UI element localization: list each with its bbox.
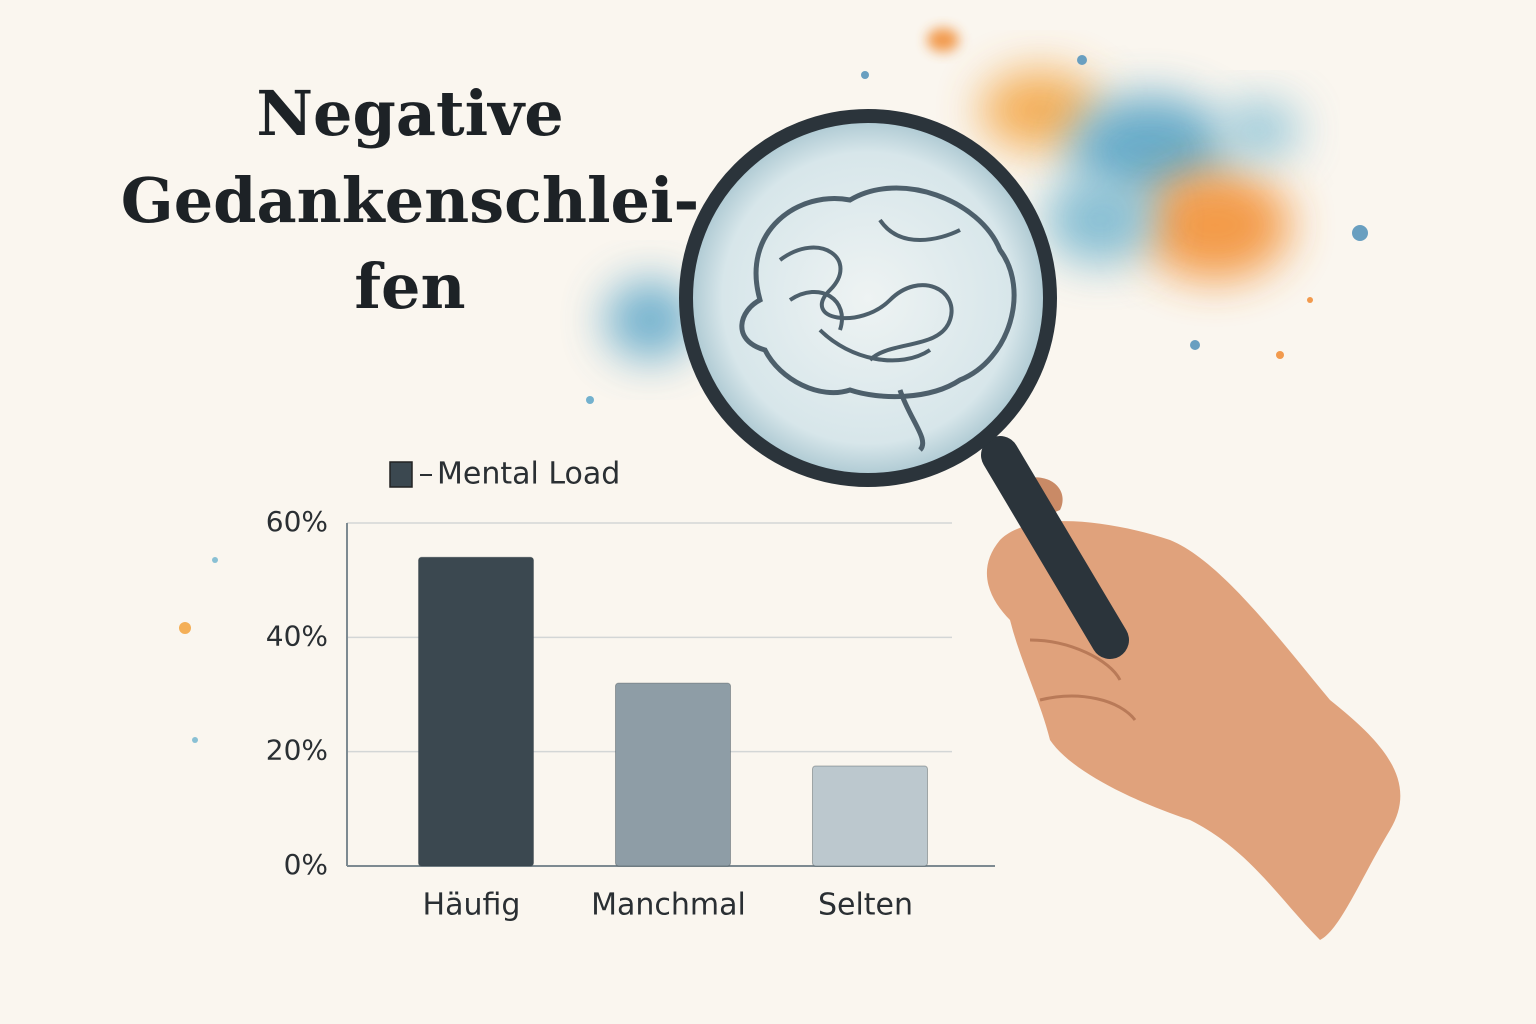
x-tick-label: Selten <box>818 888 913 923</box>
bar <box>615 682 731 867</box>
x-tick-label: Manchmal <box>591 888 746 923</box>
bar <box>812 765 928 867</box>
title-line: fen <box>354 250 465 323</box>
legend-swatch <box>389 461 413 488</box>
chart: 0% 20% 40% 60% Mental Load Häufig Manchmal Selt… <box>266 457 995 923</box>
watercolor-splashes <box>179 28 1368 743</box>
y-tick-label: 0% <box>284 848 328 881</box>
y-tick-label: 60% <box>266 505 328 538</box>
title-line: Gedankenschlei- <box>121 164 700 237</box>
y-tick-label: 20% <box>266 734 328 767</box>
y-tick-label: 40% <box>266 619 328 652</box>
title-line: Negative <box>256 77 563 150</box>
bar <box>418 556 534 867</box>
x-tick-label: Häufig <box>423 888 521 923</box>
title: Negative Gedankenschlei-fen <box>121 77 700 323</box>
magnifying-glass <box>679 109 1129 659</box>
legend-label: Mental Load <box>437 457 620 492</box>
